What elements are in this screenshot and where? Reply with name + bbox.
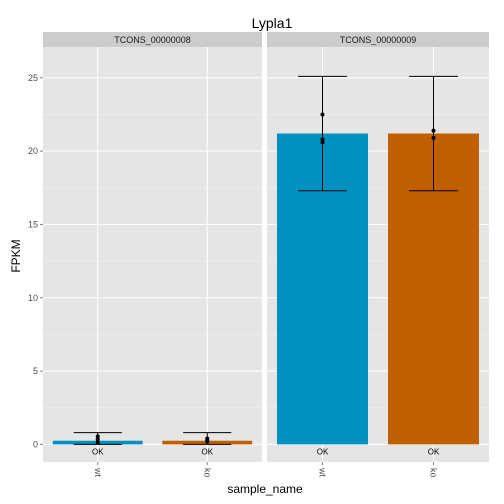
x-tick-label: wt [318,467,328,477]
status-label: OK [92,447,104,456]
facet-strip [267,32,489,47]
replicate-point [320,140,325,145]
replicate-point [431,128,436,133]
status-label: OK [317,447,329,456]
facet-strip [43,32,262,47]
y-tick-label: 5 [33,366,38,376]
replicate-point [431,135,436,140]
facet-panels: TCONS_00000008 OK wt OK ko TCONS_00000009 OK wt… [28,32,489,478]
chart-title: Lypla1 [252,15,293,31]
x-axis-label: sample_name [227,482,303,496]
replicate-point [95,437,100,442]
x-tick-label: wt [93,467,103,477]
y-tick-label: 20 [28,146,38,156]
y-tick-label: 0 [33,439,38,449]
y-tick-label: 25 [28,73,38,83]
y-axis-label: FPKM [9,239,23,272]
status-label: OK [201,447,213,456]
facet-strip-label: TCONS_00000008 [114,35,191,45]
replicate-point [95,434,100,439]
replicate-point [320,137,325,142]
y-tick-label: 10 [28,293,38,303]
facet-strip-label: TCONS_00000009 [340,35,417,45]
panel-background [43,47,262,462]
y-tick-label: 15 [28,219,38,229]
replicate-point [95,440,100,445]
facet-1: TCONS_00000009 OK wt OK ko [267,32,489,478]
replicate-point [320,112,325,117]
replicate-point [205,436,210,441]
status-label: OK [428,447,440,456]
x-tick-label: ko [202,468,212,478]
x-tick-label: ko [429,468,439,478]
facet-0: TCONS_00000008 OK wt OK ko [43,32,262,478]
